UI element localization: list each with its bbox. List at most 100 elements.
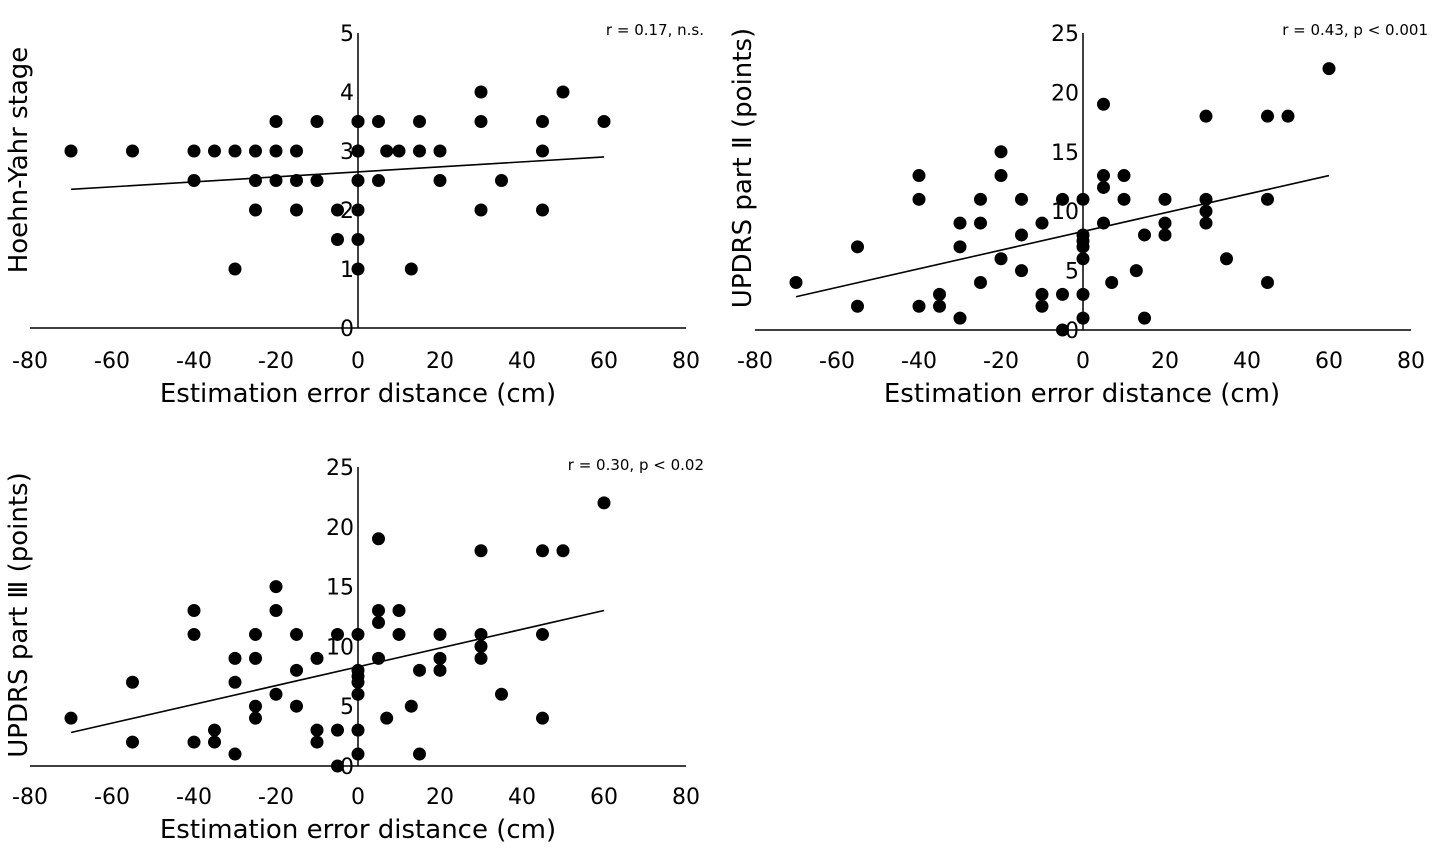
y-tick-label: 25 [1051,22,1079,47]
data-point [290,204,303,217]
data-point [954,312,967,325]
data-point [1200,217,1213,230]
x-tick-label: 40 [508,785,536,810]
data-point [188,736,201,749]
data-point [536,544,549,557]
data-point [1261,276,1274,289]
data-point [290,174,303,187]
x-tick-label: 0 [351,349,365,374]
data-point [290,700,303,713]
chart-panel-bottom-left: -80 -60 -40 -20 0 20 40 60 800510152025Estimatio… [4,456,704,845]
y-tick-label: 25 [326,456,354,481]
data-point [208,724,221,737]
data-point [1077,234,1090,247]
x-tick-label: 0 [1076,349,1090,374]
data-point [372,604,385,617]
data-point [475,86,488,99]
x-tick-label: -40 [901,349,937,374]
data-point [1097,98,1110,111]
data-point [270,115,283,128]
data-point [372,652,385,665]
data-point [372,532,385,545]
data-point [229,676,242,689]
data-point [995,169,1008,182]
data-point [1015,193,1028,206]
x-axis-title: Estimation error distance (cm) [160,379,556,409]
data-point [352,670,365,683]
data-point [954,240,967,253]
data-point [1138,312,1151,325]
data-point [1200,193,1213,206]
data-point [249,712,262,725]
data-point [188,628,201,641]
data-point [536,204,549,217]
data-point [249,174,262,187]
data-point [1077,312,1090,325]
data-point [229,748,242,761]
data-point [1282,110,1295,123]
x-tick-label: -80 [12,349,48,374]
data-point [331,760,344,773]
data-point [372,115,385,128]
data-point [790,276,803,289]
y-tick-label: 5 [340,22,354,47]
y-tick-label: 20 [326,516,354,541]
x-tick-label: 80 [672,785,700,810]
x-tick-label: 80 [672,349,700,374]
data-point [475,115,488,128]
data-point [475,204,488,217]
data-point [331,233,344,246]
data-point [126,145,139,158]
data-point [974,276,987,289]
data-point [380,712,393,725]
data-point [1220,252,1233,265]
data-point [249,204,262,217]
y-tick-label: 5 [1065,260,1079,285]
correlation-annotation: r = 0.30, p < 0.02 [568,456,704,474]
data-point [974,217,987,230]
data-point [1097,169,1110,182]
data-point [1036,288,1049,301]
data-point [1138,228,1151,241]
data-point [536,145,549,158]
data-point [913,300,926,313]
data-point [851,240,864,253]
data-point [405,700,418,713]
x-tick-label: 40 [508,349,536,374]
data-point [1097,217,1110,230]
data-point [1056,288,1069,301]
x-tick-label: 40 [1233,349,1261,374]
data-point [1105,276,1118,289]
data-point [413,145,426,158]
y-tick-label: 0 [340,317,354,342]
data-point [434,145,447,158]
data-point [65,712,78,725]
data-point [311,652,324,665]
data-point [1261,110,1274,123]
data-point [331,628,344,641]
data-point [372,616,385,629]
data-point [65,145,78,158]
data-point [536,628,549,641]
data-point [1323,62,1336,75]
data-point [1015,264,1028,277]
data-point [126,676,139,689]
x-tick-label: 0 [351,785,365,810]
data-point [352,628,365,641]
x-tick-label: -20 [258,785,294,810]
data-point [311,174,324,187]
data-point [188,174,201,187]
data-point [475,640,488,653]
data-point [434,664,447,677]
data-point [475,652,488,665]
trend-line [71,157,604,189]
data-point [434,652,447,665]
data-point [249,628,262,641]
correlation-annotation: r = 0.17, n.s. [606,21,704,39]
x-tick-label: -40 [176,349,212,374]
data-point [290,628,303,641]
data-point [229,145,242,158]
data-point [913,169,926,182]
data-point [188,145,201,158]
